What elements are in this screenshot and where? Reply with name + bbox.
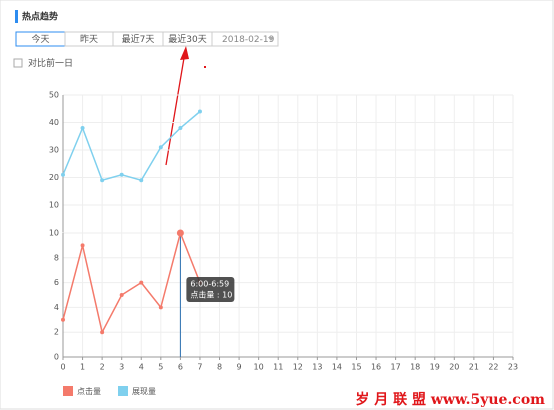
tab-label: 最近7天 <box>122 33 155 45</box>
tab-label: 今天 <box>31 33 49 45</box>
x-tick-label: 7 <box>197 363 202 372</box>
y-tick-label: 6 <box>54 278 59 287</box>
section-title: 热点趋势 <box>22 11 58 23</box>
x-tick-label: 15 <box>351 363 361 372</box>
title-bar <box>15 10 18 23</box>
y-tick-label: 30 <box>49 146 59 155</box>
point <box>61 172 65 177</box>
point <box>197 109 202 114</box>
legend-label: 展现量 <box>132 387 156 396</box>
x-tick-label: 11 <box>273 363 283 372</box>
tooltip-title: 6:00-6:59 <box>190 280 229 289</box>
y-tick-label: 20 <box>49 173 59 182</box>
y-tick-label: 50 <box>49 91 59 100</box>
legend-label: 点击量 <box>77 386 101 396</box>
legend-swatch <box>63 386 73 396</box>
y-tick-label: 2 <box>54 328 59 337</box>
point <box>139 280 144 285</box>
x-tick-label: 8 <box>217 363 222 372</box>
y-tick-label: 8 <box>54 253 59 262</box>
x-tick-label: 19 <box>430 363 440 372</box>
tooltip <box>186 277 235 302</box>
line <box>62 110 201 182</box>
arrow-head <box>180 46 189 60</box>
x-tick-label: 18 <box>410 363 420 372</box>
point <box>119 293 124 297</box>
x-tick-label: 6 <box>178 363 183 372</box>
y-tick-label: 10 <box>49 229 59 238</box>
line <box>62 230 201 335</box>
y-tick-label: 4 <box>54 303 59 312</box>
x-tick-label: 17 <box>391 363 401 372</box>
dot <box>204 66 206 68</box>
x-tick-label: 23 <box>508 363 518 372</box>
tab-label: 最近30天 <box>168 33 206 45</box>
tab-label: 昨天 <box>80 33 98 45</box>
dropdown-icon <box>268 37 274 41</box>
tab-bar: 今天 昨天 最近7天 最近30天 <box>15 31 213 47</box>
x-tick-label: 20 <box>449 363 459 372</box>
x-tick-label: 14 <box>332 363 342 372</box>
y-tick-label: 10 <box>49 201 59 210</box>
point <box>80 243 85 248</box>
x-tick-label: 5 <box>158 363 163 372</box>
x-tick-label: 16 <box>371 363 381 372</box>
x-tick-label: 1 <box>80 363 85 372</box>
point <box>158 305 163 310</box>
x-tick-label: 4 <box>139 363 144 372</box>
point <box>178 126 183 130</box>
point <box>100 330 105 335</box>
x-tick-label: 10 <box>254 363 264 372</box>
x-tick-label: 9 <box>237 363 242 372</box>
point <box>158 145 163 150</box>
point <box>119 172 124 177</box>
x-tick-label: 21 <box>469 363 479 372</box>
tooltip-text: 点击量 : 10 <box>190 290 232 300</box>
date: 2018-02-19 <box>222 35 275 45</box>
x-tick-label: 22 <box>488 363 498 372</box>
point <box>176 229 184 237</box>
date-picker[interactable] <box>211 31 279 47</box>
checkbox[interactable] <box>13 58 23 68</box>
x-tick-label: 12 <box>293 363 303 372</box>
checkbox-label: 对比前一日 <box>28 57 73 69</box>
point <box>139 178 144 183</box>
point <box>100 178 105 183</box>
y-tick-label: 0 <box>54 353 59 362</box>
point <box>61 317 65 322</box>
legend-swatch <box>118 386 128 396</box>
x-tick-label: 13 <box>312 363 322 372</box>
arrow <box>165 57 185 166</box>
point <box>80 126 85 130</box>
x-tick-label: 3 <box>119 363 124 372</box>
y-tick-label: 40 <box>49 118 59 127</box>
x-tick-label: 0 <box>60 363 65 372</box>
watermark: 岁 月 联 盟 www.5yue.com <box>355 391 545 408</box>
x-tick-label: 2 <box>100 363 105 372</box>
